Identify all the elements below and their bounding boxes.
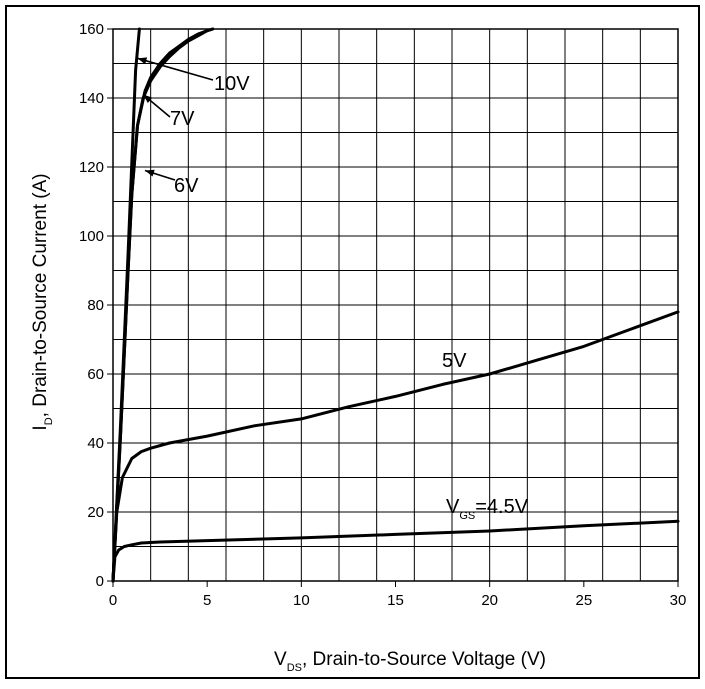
grid <box>113 29 678 581</box>
label-arrows <box>137 57 214 181</box>
x-tick-label: 30 <box>670 592 687 609</box>
curves <box>111 27 680 583</box>
arrow-6v-head <box>145 169 155 177</box>
arrow-10v <box>137 57 214 81</box>
arrow-6v <box>144 169 176 181</box>
annotation-6v: 6V <box>174 175 199 197</box>
x-tick-label: 10 <box>293 592 310 609</box>
y-tick-label: 40 <box>87 435 104 452</box>
y-tick-label: 140 <box>79 90 104 107</box>
x-tick-label: 5 <box>203 592 211 609</box>
x-tick-label: 0 <box>109 592 117 609</box>
y-tick-label: 160 <box>79 21 104 38</box>
annotation-7v: 7V <box>170 108 195 130</box>
annotation-5v: 5V <box>442 350 467 372</box>
figure-frame <box>5 5 700 679</box>
x-axis-label: VDS, Drain-to-Source Voltage (V) <box>274 649 546 674</box>
x-tick-label: 20 <box>481 592 498 609</box>
y-tick-label: 0 <box>96 573 104 590</box>
x-tick-label: 15 <box>387 592 404 609</box>
arrow-7v <box>142 93 171 118</box>
annotation-10v: 10V <box>214 73 250 95</box>
series-line-5v <box>111 310 680 583</box>
arrow-7v-head <box>143 94 153 103</box>
y-tick-labels: 0 20 40 60 80 100 120 140 160 <box>79 21 113 590</box>
x-tick-label: 25 <box>575 592 592 609</box>
y-axis-label: ID, Drain-to-Source Current (A) <box>30 173 55 430</box>
y-tick-label: 20 <box>87 504 104 521</box>
arrow-10v-shaft <box>137 57 214 81</box>
y-tick-label: 80 <box>87 297 104 314</box>
arrow-10v-head <box>137 57 148 65</box>
annotation-vgs-4-5v: VGS=4.5V <box>446 496 529 522</box>
x-tick-labels: 0 5 10 15 20 25 30 <box>109 581 687 609</box>
y-tick-label: 120 <box>79 159 104 176</box>
series-line-4-5v <box>111 519 680 583</box>
series-line-6v <box>111 27 215 583</box>
y-tick-label: 100 <box>79 228 104 245</box>
y-tick-label: 60 <box>87 366 104 383</box>
